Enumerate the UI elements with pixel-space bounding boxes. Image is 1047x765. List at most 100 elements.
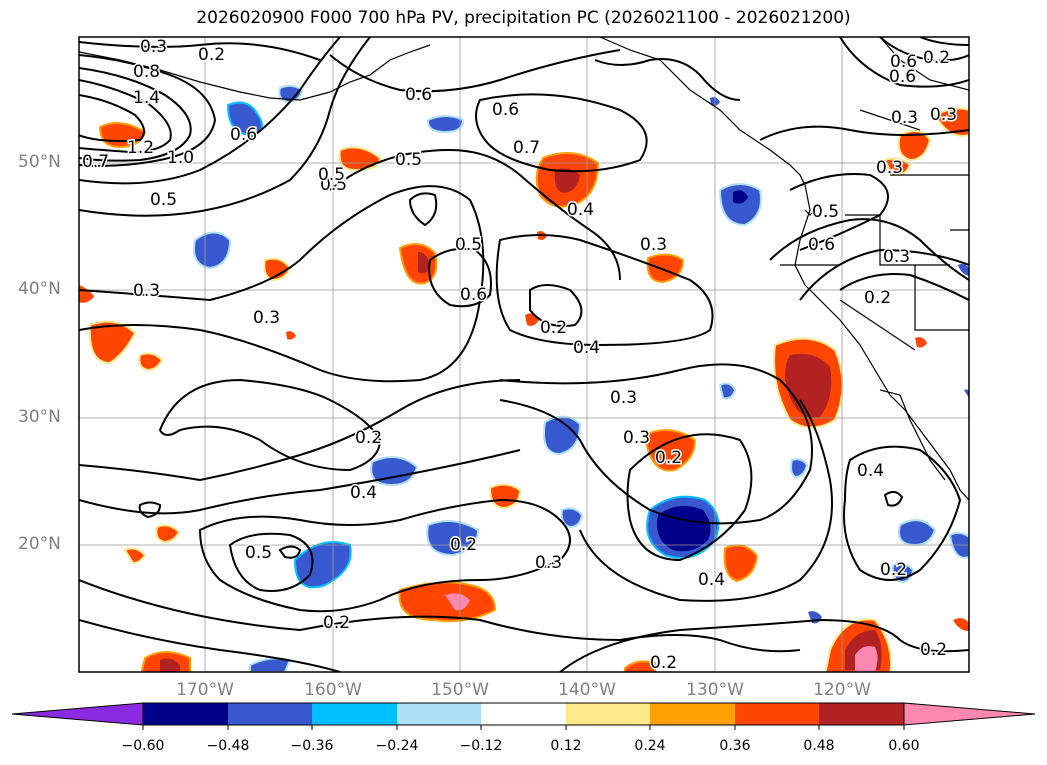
contour-label: 0.3 (891, 108, 918, 128)
colorbar-tick-label: −0.24 (375, 738, 419, 754)
contour-label: 0.2 (450, 535, 477, 555)
contour-labels: 0.3 0.2 0.8 1.4 1.2 1.0 0.7 0.6 0.5 0.5 … (81, 37, 959, 673)
colorbar (11, 702, 1036, 730)
contour-label: 0.3 (640, 235, 667, 255)
precip-area (79, 285, 94, 303)
longitude-label: 150°W (431, 680, 489, 700)
precip-area (160, 658, 180, 672)
colorbar-tick-label: 0.36 (719, 738, 751, 754)
latitude-label: 30°N (18, 407, 61, 427)
precip-area (286, 331, 296, 340)
precip-area (543, 415, 582, 456)
contour-label: 0.2 (323, 613, 350, 633)
contour-label: 1.2 (127, 138, 154, 158)
contour-label: 0.5 (812, 202, 839, 222)
contour-label: 0.5 (395, 150, 422, 170)
latitude-label: 40°N (18, 279, 61, 299)
precip-area (898, 519, 937, 547)
precip-area (855, 646, 878, 672)
contour-label: 0.2 (355, 428, 382, 448)
precip-area (488, 483, 522, 510)
contour-label: 0.4 (698, 570, 725, 590)
latitude-label: 20°N (18, 534, 61, 554)
gridlines (79, 37, 969, 672)
precip-area (790, 458, 809, 479)
precip-area (657, 506, 711, 552)
precip-area (88, 320, 137, 365)
colorbar-tick-label: 0.24 (634, 738, 666, 754)
coastlines (79, 37, 969, 501)
colorbar-tick-label: 0.12 (550, 738, 582, 754)
colorbar-tick-label: 0.48 (803, 738, 835, 754)
longitude-label: 130°W (686, 680, 744, 700)
precip-area (338, 146, 382, 172)
latitude-label: 50°N (18, 152, 61, 172)
colorbar-segment (566, 703, 650, 725)
contour-label: 0.3 (133, 281, 160, 301)
precip-area (123, 547, 147, 565)
contour-label: 0.3 (930, 105, 957, 125)
precip-area (525, 313, 539, 326)
colorbar-extend-high (903, 702, 1036, 726)
contour-label: 0.2 (198, 45, 225, 65)
contour-label: 0.3 (140, 37, 167, 57)
map-title: 2026020900 F000 700 hPa PV, precipitatio… (196, 8, 851, 28)
colorbar-tick-label: −0.60 (121, 738, 165, 754)
contour-label: 0.5 (455, 235, 482, 255)
colorbar-extend-low (11, 702, 144, 726)
precip-area (897, 130, 932, 162)
contour-label: 0.6 (890, 52, 917, 72)
contour-label: 0.2 (650, 653, 677, 673)
contour-label: 0.6 (405, 85, 432, 105)
precip-area (226, 101, 263, 137)
precip-area (915, 337, 927, 348)
precip-area (964, 389, 969, 398)
colorbar-tick-label: −0.48 (206, 738, 250, 754)
contour-label: 0.3 (876, 158, 903, 178)
precip-area (718, 382, 737, 400)
precip-area (370, 456, 419, 487)
colorbar-segment (819, 703, 904, 725)
precip-area (278, 84, 304, 104)
contour-label: 0.6 (808, 235, 835, 255)
contour-label: 0.6 (889, 67, 916, 87)
colorbar-segment (312, 703, 397, 725)
longitude-label: 120°W (813, 680, 871, 700)
contour-label: 0.6 (460, 285, 487, 305)
precip-area (723, 544, 759, 583)
colorbar-tick-label: −0.36 (290, 738, 334, 754)
contour-label: 0.5 (320, 175, 347, 195)
colorbar-segment (735, 703, 819, 725)
map-frame (78, 36, 970, 673)
longitude-label: 170°W (176, 680, 234, 700)
contour-label: 0.6 (230, 125, 257, 145)
colorbar-segment (481, 703, 566, 725)
contour-label: 0.6 (492, 100, 519, 120)
contour-label: 0.4 (567, 200, 594, 220)
colorbar-segment (228, 703, 312, 725)
precip-area (718, 183, 762, 227)
precip-area (418, 252, 430, 274)
precip-area (733, 190, 748, 204)
contour-label: 0.2 (923, 48, 950, 68)
longitude-label: 140°W (558, 680, 616, 700)
contour-label: 0.3 (623, 428, 650, 448)
contour-label: 0.2 (920, 640, 947, 660)
precip-positive-areas (79, 107, 969, 672)
precip-area (138, 352, 164, 372)
precip-area (155, 524, 181, 544)
colorbar-tick-label: −0.12 (459, 738, 503, 754)
precip-area (643, 429, 697, 472)
contour-label: 0.3 (610, 388, 637, 408)
contour-label: 0.7 (82, 152, 109, 172)
precip-area (193, 231, 232, 270)
precip-area (958, 264, 969, 276)
contour-label: 0.3 (883, 247, 910, 267)
contour-label: 0.2 (540, 318, 567, 338)
precip-area (933, 107, 969, 137)
contour-label: 0.2 (655, 448, 682, 468)
precip-area (426, 115, 465, 134)
pv-contours (79, 37, 969, 672)
precip-area (263, 257, 292, 282)
